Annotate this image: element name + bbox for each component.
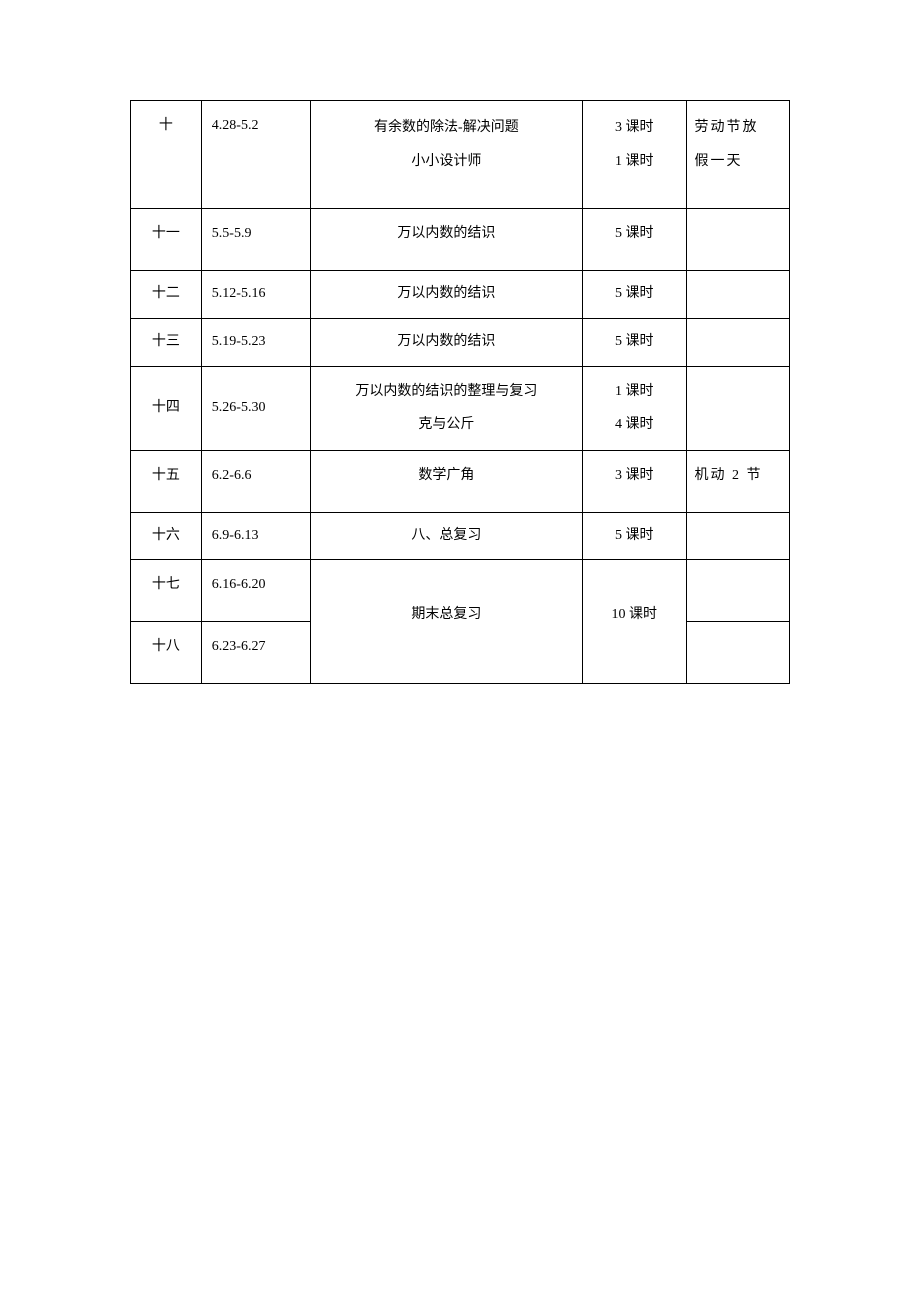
date-cell: 6.9-6.13 [201, 512, 310, 560]
date-cell: 5.5-5.9 [201, 209, 310, 271]
date-cell: 4.28-5.2 [201, 101, 310, 209]
hours-cell: 1 课时 4 课时 [583, 366, 686, 450]
hours-cell: 5 课时 [583, 512, 686, 560]
table-row: 十四 5.26-5.30 万以内数的结识的整理与复习 克与公斤 1 课时 4 课… [131, 366, 790, 450]
table-row: 十七 6.16-6.20 期末总复习 10 课时 [131, 560, 790, 622]
week-cell: 十三 [131, 318, 202, 366]
week-cell: 十二 [131, 270, 202, 318]
topic-cell: 万以内数的结识的整理与复习 克与公斤 [310, 366, 582, 450]
table-row: 十三 5.19-5.23 万以内数的结识 5 课时 [131, 318, 790, 366]
topic-line: 有余数的除法-解决问题 [321, 111, 572, 145]
hours-line: 1 课时 [593, 145, 675, 179]
week-cell: 十四 [131, 366, 202, 450]
hours-cell: 5 课时 [583, 318, 686, 366]
hours-cell: 5 课时 [583, 209, 686, 271]
note-cell [686, 318, 790, 366]
note-line: 假一天 [695, 145, 780, 179]
date-cell: 5.19-5.23 [201, 318, 310, 366]
topic-line: 克与公斤 [321, 408, 572, 442]
hours-line: 4 课时 [593, 408, 675, 442]
topic-cell: 万以内数的结识 [310, 270, 582, 318]
note-cell [686, 560, 790, 622]
date-cell: 6.2-6.6 [201, 450, 310, 512]
hours-cell: 5 课时 [583, 270, 686, 318]
date-cell: 5.26-5.30 [201, 366, 310, 450]
note-cell: 机动 2 节 [686, 450, 790, 512]
week-cell: 十八 [131, 622, 202, 684]
date-cell: 6.16-6.20 [201, 560, 310, 622]
hours-cell: 3 课时 [583, 450, 686, 512]
topic-cell: 有余数的除法-解决问题 小小设计师 [310, 101, 582, 209]
topic-line: 小小设计师 [321, 145, 572, 179]
note-line: 劳动节放 [695, 111, 780, 145]
table-row: 十五 6.2-6.6 数学广角 3 课时 机动 2 节 [131, 450, 790, 512]
note-cell [686, 366, 790, 450]
date-cell: 6.23-6.27 [201, 622, 310, 684]
topic-cell: 万以内数的结识 [310, 209, 582, 271]
schedule-table: 十 4.28-5.2 有余数的除法-解决问题 小小设计师 3 课时 1 课时 劳… [130, 100, 790, 684]
topic-cell: 八、总复习 [310, 512, 582, 560]
week-cell: 十七 [131, 560, 202, 622]
table-row: 十 4.28-5.2 有余数的除法-解决问题 小小设计师 3 课时 1 课时 劳… [131, 101, 790, 209]
hours-cell: 3 课时 1 课时 [583, 101, 686, 209]
week-cell: 十六 [131, 512, 202, 560]
week-cell: 十五 [131, 450, 202, 512]
hours-line: 3 课时 [593, 111, 675, 145]
note-cell [686, 270, 790, 318]
topic-line: 万以内数的结识的整理与复习 [321, 375, 572, 409]
topic-cell: 数学广角 [310, 450, 582, 512]
hours-line: 1 课时 [593, 375, 675, 409]
table-row: 十一 5.5-5.9 万以内数的结识 5 课时 [131, 209, 790, 271]
week-cell: 十一 [131, 209, 202, 271]
week-cell: 十 [131, 101, 202, 209]
date-cell: 5.12-5.16 [201, 270, 310, 318]
table-row: 十二 5.12-5.16 万以内数的结识 5 课时 [131, 270, 790, 318]
hours-cell-merged: 10 课时 [583, 560, 686, 684]
note-cell: 劳动节放 假一天 [686, 101, 790, 209]
note-cell [686, 512, 790, 560]
note-cell [686, 622, 790, 684]
table-row: 十六 6.9-6.13 八、总复习 5 课时 [131, 512, 790, 560]
topic-cell: 万以内数的结识 [310, 318, 582, 366]
topic-cell-merged: 期末总复习 [310, 560, 582, 684]
note-cell [686, 209, 790, 271]
